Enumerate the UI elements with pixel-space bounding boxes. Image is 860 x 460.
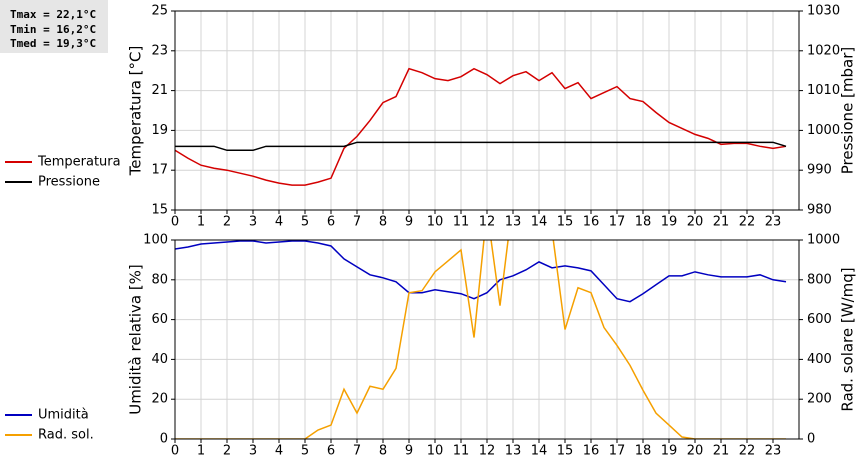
plot <box>175 240 787 439</box>
x-tick-label: 6 <box>327 215 335 230</box>
x-tick-label: 18 <box>635 444 652 459</box>
y2-axis-title: Pressione [mbar] <box>839 47 857 175</box>
x-tick-label: 13 <box>505 215 522 230</box>
y2-tick-label: 1000 <box>807 233 840 248</box>
x-tick-label: 14 <box>531 215 548 230</box>
x-tick-label: 21 <box>713 215 730 230</box>
y2-tick-label: 0 <box>807 432 815 447</box>
y2-axis-title: Rad. solare [W/mq] <box>839 267 857 411</box>
x-tick-label: 10 <box>427 215 444 230</box>
x-tick-label: 15 <box>557 444 574 459</box>
x-tick-label: 17 <box>609 444 626 459</box>
x-tick-label: 2 <box>223 444 231 459</box>
y-tick-label: 21 <box>151 83 168 98</box>
x-tick-label: 22 <box>739 215 756 230</box>
x-tick-label: 0 <box>171 215 179 230</box>
y-tick-label: 60 <box>151 312 168 327</box>
y-tick-label: 80 <box>151 272 168 287</box>
y-tick-label: 25 <box>151 4 168 19</box>
y-tick-label: 100 <box>143 233 168 248</box>
y2-tick-label: 990 <box>807 163 832 178</box>
x-tick-label: 0 <box>171 444 179 459</box>
legend-label: Temperatura <box>37 155 121 170</box>
y-tick-label: 15 <box>151 203 168 218</box>
x-tick-label: 22 <box>739 444 756 459</box>
plot <box>175 67 787 186</box>
y2-tick-label: 1030 <box>807 4 840 19</box>
x-tick-label: 9 <box>405 444 413 459</box>
x-tick-label: 4 <box>275 215 283 230</box>
x-tick-label: 7 <box>353 215 361 230</box>
y2-tick-label: 600 <box>807 312 832 327</box>
x-tick-label: 11 <box>453 215 470 230</box>
series-line <box>175 240 786 439</box>
legend-label: Rad. sol. <box>38 428 94 443</box>
x-tick-label: 5 <box>301 215 309 230</box>
y-tick-label: 23 <box>151 43 168 58</box>
x-tick-label: 8 <box>379 444 387 459</box>
x-tick-label: 9 <box>405 215 413 230</box>
x-tick-label: 12 <box>479 215 496 230</box>
legend-label: Umidità <box>38 408 89 423</box>
x-tick-label: 5 <box>301 444 309 459</box>
x-tick-label: 19 <box>661 215 678 230</box>
x-tick-label: 15 <box>557 215 574 230</box>
x-tick-label: 7 <box>353 444 361 459</box>
y-axis-title: Temperatura [°C] <box>127 46 145 177</box>
x-tick-label: 1 <box>197 444 205 459</box>
x-tick-label: 8 <box>379 215 387 230</box>
x-tick-label: 14 <box>531 444 548 459</box>
x-tick-label: 12 <box>479 444 496 459</box>
x-tick-label: 11 <box>453 444 470 459</box>
y2-tick-label: 200 <box>807 392 832 407</box>
y2-tick-label: 1010 <box>807 83 840 98</box>
x-tick-label: 3 <box>249 444 257 459</box>
stat-tmin: Tmin = 16,2°C <box>10 23 96 36</box>
x-tick-label: 19 <box>661 444 678 459</box>
x-tick-label: 21 <box>713 444 730 459</box>
x-tick-label: 20 <box>687 444 704 459</box>
series-line <box>175 141 787 152</box>
x-tick-label: 23 <box>765 444 782 459</box>
y2-tick-label: 800 <box>807 272 832 287</box>
x-tick-label: 3 <box>249 215 257 230</box>
x-tick-label: 2 <box>223 215 231 230</box>
y2-tick-label: 1020 <box>807 43 840 58</box>
y-axis-title: Umidità relativa [%] <box>127 264 145 415</box>
x-tick-label: 17 <box>609 215 626 230</box>
stat-tmax: Tmax = 22,1°C <box>10 8 96 21</box>
y-tick-label: 20 <box>151 392 168 407</box>
plot-frame <box>174 239 800 440</box>
y-tick-label: 40 <box>151 352 168 367</box>
plot-frame <box>174 10 800 211</box>
y2-tick-label: 1000 <box>807 123 840 138</box>
series-line <box>175 240 787 303</box>
x-tick-label: 1 <box>197 215 205 230</box>
x-tick-label: 4 <box>275 444 283 459</box>
x-tick-label: 10 <box>427 444 444 459</box>
x-tick-label: 18 <box>635 215 652 230</box>
y-tick-label: 19 <box>151 123 168 138</box>
y2-tick-label: 400 <box>807 352 832 367</box>
x-tick-label: 20 <box>687 215 704 230</box>
x-tick-label: 23 <box>765 215 782 230</box>
x-tick-label: 13 <box>505 444 522 459</box>
series-line <box>175 67 787 186</box>
x-tick-label: 16 <box>583 215 600 230</box>
stats-box <box>0 0 108 53</box>
x-tick-label: 6 <box>327 444 335 459</box>
y-tick-label: 17 <box>151 163 168 178</box>
y-tick-label: 0 <box>160 432 168 447</box>
y2-tick-label: 980 <box>807 203 832 218</box>
legend-label: Pressione <box>38 175 100 190</box>
x-tick-label: 16 <box>583 444 600 459</box>
stat-tmed: Tmed = 19,3°C <box>10 37 96 50</box>
